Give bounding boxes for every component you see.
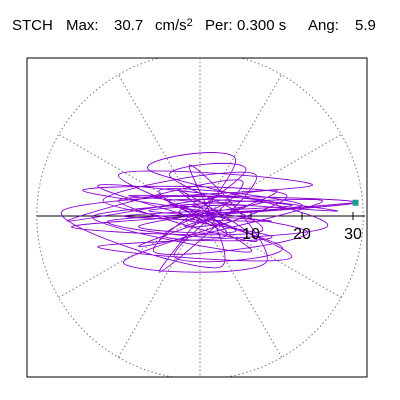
period-value: 0.300 s — [237, 17, 287, 34]
angle-label: Ang: — [308, 17, 339, 34]
max-label: Max: — [66, 17, 99, 34]
station-code: STCH — [12, 17, 53, 34]
motion-trace — [60, 152, 359, 273]
ring-labels: 10 20 30 — [242, 226, 362, 243]
trace-path — [60, 152, 356, 273]
peak-marker — [352, 199, 359, 206]
max-unit-exponent: 2 — [186, 17, 193, 29]
grid-spoke-30 — [58, 133, 342, 299]
ring-label-10: 10 — [242, 226, 260, 243]
max-unit-text: cm/s — [155, 17, 187, 34]
grid-spoke-150 — [58, 133, 342, 299]
max-value: 30.7 — [114, 17, 144, 34]
max-unit: cm/s2 — [155, 17, 193, 36]
ring-label-30: 30 — [344, 226, 362, 243]
peak-line — [199, 202, 356, 217]
plot-frame — [26, 57, 368, 378]
period-label: Per: — [205, 17, 233, 34]
ring-label-20: 20 — [293, 226, 311, 243]
angle-value: 5.9 — [355, 17, 376, 34]
plot-header: STCH Max: 30.7 cm/s2 Per: 0.300 s Ang: 5… — [0, 0, 400, 52]
